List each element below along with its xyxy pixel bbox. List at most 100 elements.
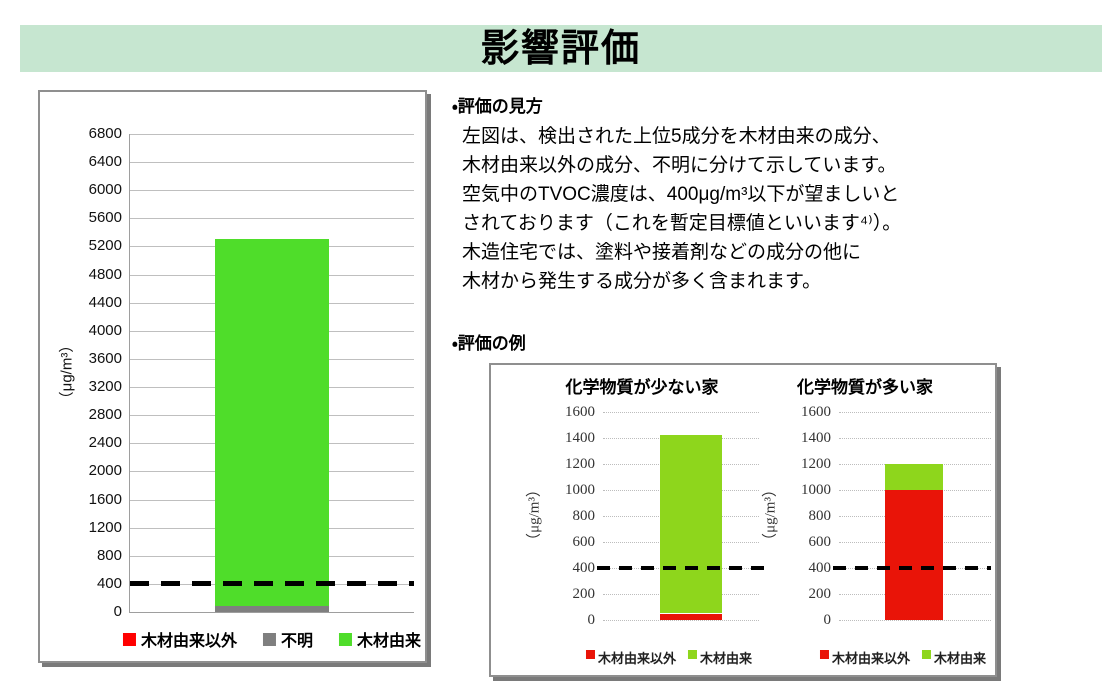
grid-line — [130, 162, 414, 164]
legend-item: 木材由来以外 — [819, 648, 910, 667]
legend-swatch — [262, 632, 276, 646]
tick-label: 3600 — [88, 349, 122, 367]
target-guideline — [833, 566, 991, 570]
tick-label: 1200 — [88, 518, 122, 536]
main-chart-panel: 0 400 800 1200 1600 2000 2400 2800 3200 3600 4000 4… — [38, 90, 427, 663]
tick-label: 4400 — [88, 293, 122, 311]
example-charts: 0 200 400 600 800 1000 1200 1400 1600 （μg/m³） 化学物質… — [491, 365, 995, 675]
tick-label: 6400 — [88, 153, 122, 171]
tick-label: 1600 — [801, 404, 831, 420]
legend-label: 不明 — [280, 633, 314, 650]
tick-label: 6000 — [88, 181, 122, 199]
tick-label: 200 — [808, 586, 832, 602]
legend-label: 木材由来以外 — [831, 651, 910, 666]
main-tvoc-chart: 0 400 800 1200 1600 2000 2400 2800 3200 3600 4000 4… — [40, 92, 425, 661]
tick-label: 2400 — [88, 434, 122, 452]
tick-label: 2800 — [88, 406, 122, 424]
guide-heading: ・評価の見方 — [452, 97, 543, 116]
legend-swatch — [819, 650, 829, 659]
example-heading: ・評価の例 — [452, 334, 526, 353]
y-axis-title: （μg/m³） — [526, 482, 543, 548]
grid-line — [603, 412, 759, 413]
bar-segment-不明 — [215, 606, 329, 612]
legend-label: 木材由来以外 — [140, 633, 237, 650]
tick-label: 5600 — [88, 209, 122, 227]
guide-line: 木造住宅では、塗料や接着剤などの成分の他に — [462, 242, 862, 263]
tick-label: 1600 — [88, 490, 122, 508]
legend-item: 不明 — [262, 627, 314, 651]
tick-label: 400 — [572, 560, 596, 576]
chart-legend: 木材由来以外 木材由来 — [819, 648, 986, 667]
y-axis-title: （μg/m³） — [58, 337, 76, 407]
example-charts-panel: 0 200 400 600 800 1000 1200 1400 1600 （μg/m³） 化学物質… — [489, 363, 997, 677]
y-axis-line — [129, 134, 130, 612]
grid-line — [130, 190, 414, 192]
grid-line — [839, 620, 991, 621]
tick-label: 3200 — [88, 378, 122, 396]
tick-label: 800 — [572, 508, 596, 524]
tick-label: 0 — [823, 612, 832, 628]
tick-label: 400 — [96, 574, 122, 592]
tick-label: 1200 — [801, 456, 831, 472]
bar-segment-木材由来 — [885, 464, 943, 490]
tick-label: 1000 — [801, 482, 831, 498]
tick-label: 800 — [96, 546, 122, 564]
tick-label: 800 — [808, 508, 832, 524]
chart-legend: 木材由来以外 木材由来 — [585, 648, 752, 667]
guide-line: されております（これを暫定目標値といいます⁴⁾）。 — [462, 213, 902, 234]
legend-item: 木材由来以外 — [122, 627, 237, 651]
legend-item: 木材由来以外 — [585, 648, 676, 667]
bar-segment-木材由来 — [215, 239, 329, 607]
tick-label: 200 — [572, 586, 596, 602]
guide-paragraph: 左図は、検出された上位5成分を木材由来の成分、 木材由来以外の成分、不明に分けて… — [462, 122, 901, 296]
legend-swatch — [122, 632, 136, 646]
tick-label: 4800 — [88, 265, 122, 283]
tick-label: 5200 — [88, 237, 122, 255]
guide-line: 左図は、検出された上位5成分を木材由来の成分、 — [462, 126, 891, 147]
bar-segment-木材由来以外 — [660, 613, 722, 620]
chart-legend: 木材由来以外 不明 木材由来 — [122, 627, 421, 651]
grid-line — [603, 620, 759, 621]
tick-label: 4000 — [88, 321, 122, 339]
target-guideline — [597, 566, 765, 570]
tick-label: 1600 — [565, 404, 595, 420]
tick-label: 1000 — [565, 482, 595, 498]
legend-swatch — [922, 650, 931, 659]
bar-segment-木材由来 — [660, 435, 722, 614]
guide-line: 木材から発生する成分が多く含まれます。 — [462, 271, 822, 292]
guide-line: 木材由来以外の成分、不明に分けて示しています。 — [462, 155, 897, 176]
grid-line — [839, 438, 991, 439]
tick-label: 1400 — [565, 430, 595, 446]
target-guideline — [130, 581, 414, 587]
legend-label: 木材由来以外 — [597, 651, 676, 666]
guide-line: 空気中のTVOC濃度は、400μg/m³以下が望ましいと — [462, 184, 900, 205]
legend-label: 木材由来 — [934, 651, 987, 666]
legend-swatch — [688, 650, 697, 659]
tick-label: 1200 — [565, 456, 595, 472]
legend-label: 木材由来 — [700, 651, 753, 666]
tick-label: 1400 — [801, 430, 831, 446]
tick-label: 600 — [572, 534, 596, 550]
chart-title: 化学物質が少ない家 — [565, 378, 719, 397]
grid-line — [130, 134, 414, 135]
tick-label: 0 — [587, 612, 596, 628]
legend-swatch — [585, 650, 595, 659]
title-banner: 影響評価 — [20, 25, 1102, 72]
tick-label: 0 — [113, 603, 122, 620]
legend-item: 木材由来 — [339, 627, 421, 651]
legend-label: 木材由来 — [357, 633, 422, 650]
tick-label: 6800 — [88, 125, 122, 142]
tick-label: 2000 — [88, 462, 122, 480]
page-title: 影響評価 — [480, 27, 641, 70]
grid-line — [839, 412, 991, 413]
grid-line — [130, 218, 414, 220]
x-axis-line — [129, 612, 414, 613]
legend-item: 木材由来 — [688, 648, 752, 667]
tick-label: 400 — [808, 560, 832, 576]
chart-title: 化学物質が多い家 — [797, 378, 933, 397]
bar-segment-木材由来以外 — [885, 490, 943, 620]
tick-label: 600 — [808, 534, 832, 550]
y-axis-title: （μg/m³） — [762, 482, 779, 548]
legend-swatch — [339, 632, 353, 646]
legend-item: 木材由来 — [922, 648, 986, 667]
